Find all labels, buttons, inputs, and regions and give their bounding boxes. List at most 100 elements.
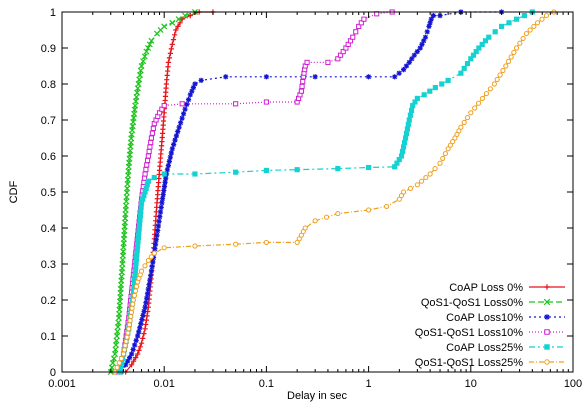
- data-point: [167, 50, 173, 56]
- data-point: [392, 74, 398, 80]
- data-point: [513, 45, 520, 51]
- y-tick-label: 0.6: [41, 151, 56, 163]
- y-tick-label: 1: [50, 7, 56, 19]
- data-point: [175, 128, 181, 135]
- data-point: [294, 239, 300, 245]
- data-point: [358, 20, 364, 26]
- data-point: [149, 264, 155, 270]
- data-point: [503, 63, 509, 69]
- x-tick-label: 100: [564, 378, 582, 390]
- data-point: [323, 214, 330, 220]
- data-point: [130, 346, 136, 353]
- data-point: [426, 23, 432, 29]
- data-point: [124, 334, 130, 340]
- data-point: [157, 209, 164, 215]
- data-point: [150, 259, 156, 265]
- data-point: [150, 125, 156, 131]
- data-point: [127, 355, 133, 361]
- data-point: [539, 16, 545, 22]
- data-point: [132, 268, 138, 275]
- data-point: [148, 135, 155, 141]
- data-point: [143, 321, 149, 328]
- y-axis: 0 0.1 0.2 0.3 0.4 0.5 0.6 0.7 0.8 0.9 1: [41, 7, 573, 379]
- data-point: [114, 364, 120, 371]
- data-point: [138, 321, 144, 327]
- data-point: [361, 16, 367, 22]
- data-point: [430, 13, 436, 19]
- data-point: [126, 326, 132, 332]
- data-point: [173, 27, 179, 33]
- data-point: [134, 283, 140, 290]
- data-point: [423, 175, 429, 181]
- data-point: [192, 81, 198, 87]
- data-point: [400, 144, 407, 150]
- data-point: [366, 207, 372, 213]
- data-point: [312, 218, 318, 224]
- data-point: [169, 19, 176, 26]
- data-point: [468, 56, 474, 62]
- data-point: [136, 71, 144, 79]
- data-point: [144, 295, 150, 301]
- data-point: [161, 103, 167, 109]
- data-point: [517, 40, 523, 46]
- data-point: [461, 119, 467, 125]
- data-point: [158, 204, 164, 211]
- data-point: [135, 234, 142, 240]
- data-point: [139, 316, 145, 323]
- data-point: [144, 162, 150, 168]
- data-point: [445, 77, 451, 83]
- data-point: [300, 79, 306, 85]
- data-point: [428, 16, 434, 22]
- data-point: [233, 169, 239, 175]
- y-tick-label: 0.4: [41, 223, 56, 235]
- data-point: [492, 29, 498, 35]
- data-point: [123, 338, 129, 344]
- x-axis: 0.001 0.01 0.1 1 10 100: [48, 12, 582, 390]
- data-point: [414, 95, 420, 101]
- data-point: [185, 97, 192, 103]
- data-point: [427, 171, 433, 177]
- data-point: [263, 239, 269, 245]
- data-point: [335, 56, 341, 62]
- data-point: [544, 344, 550, 350]
- data-point: [145, 178, 151, 184]
- legend-item: CoAP Loss 0%: [449, 282, 565, 294]
- data-point: [132, 342, 138, 348]
- data-point: [335, 166, 341, 172]
- data-point: [402, 135, 409, 141]
- data-point: [511, 49, 517, 56]
- data-point: [128, 313, 134, 320]
- data-point: [133, 337, 139, 344]
- data-point: [144, 291, 151, 297]
- data-point: [118, 355, 124, 362]
- data-point: [155, 227, 161, 234]
- data-point: [145, 44, 152, 52]
- data-point: [439, 81, 445, 87]
- data-point: [543, 298, 551, 306]
- data-point: [198, 77, 204, 83]
- data-point: [400, 67, 407, 73]
- data-point: [398, 193, 405, 199]
- data-point: [161, 23, 168, 30]
- data-point: [521, 13, 527, 19]
- data-point: [223, 74, 229, 80]
- data-point: [169, 41, 175, 47]
- legend-label: CoAP Loss25%: [446, 342, 523, 354]
- data-point: [138, 204, 144, 210]
- data-point: [483, 91, 489, 97]
- data-point: [294, 167, 300, 173]
- data-point: [398, 153, 405, 159]
- data-point: [141, 308, 147, 314]
- data-point: [148, 268, 155, 274]
- legend-item: QoS1-QoS1 Loss0%: [421, 297, 565, 309]
- data-point: [159, 196, 166, 202]
- data-point: [131, 358, 137, 364]
- data-point: [136, 76, 143, 83]
- data-point: [140, 58, 147, 65]
- data-point: [233, 101, 239, 107]
- data-point: [138, 62, 145, 70]
- data-point: [138, 208, 144, 215]
- data-point: [419, 178, 425, 184]
- data-point: [506, 20, 512, 26]
- data-point: [479, 95, 486, 101]
